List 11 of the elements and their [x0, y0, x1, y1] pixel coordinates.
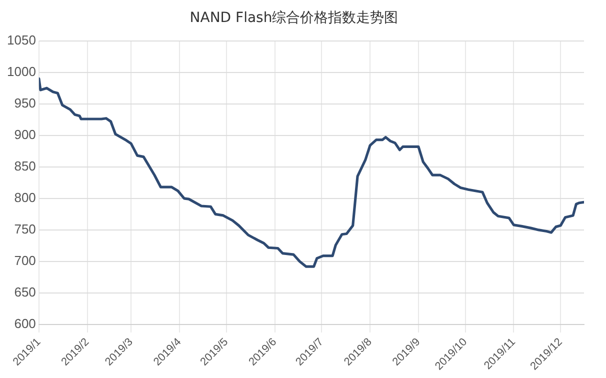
chart-title: NAND Flash综合价格指数走势图 [190, 10, 398, 26]
y-tick-label: 950 [14, 95, 36, 110]
y-tick-label: 750 [14, 222, 36, 237]
y-tick-label: 700 [14, 253, 36, 268]
y-tick-label: 1000 [7, 64, 36, 79]
y-tick-label: 900 [14, 126, 36, 142]
y-tick-label: 800 [14, 190, 36, 206]
y-tick-label: 850 [14, 158, 36, 174]
y-tick-label: 1050 [7, 32, 36, 48]
y-tick-label: 650 [14, 284, 36, 300]
y-tick-label: 600 [14, 316, 36, 332]
